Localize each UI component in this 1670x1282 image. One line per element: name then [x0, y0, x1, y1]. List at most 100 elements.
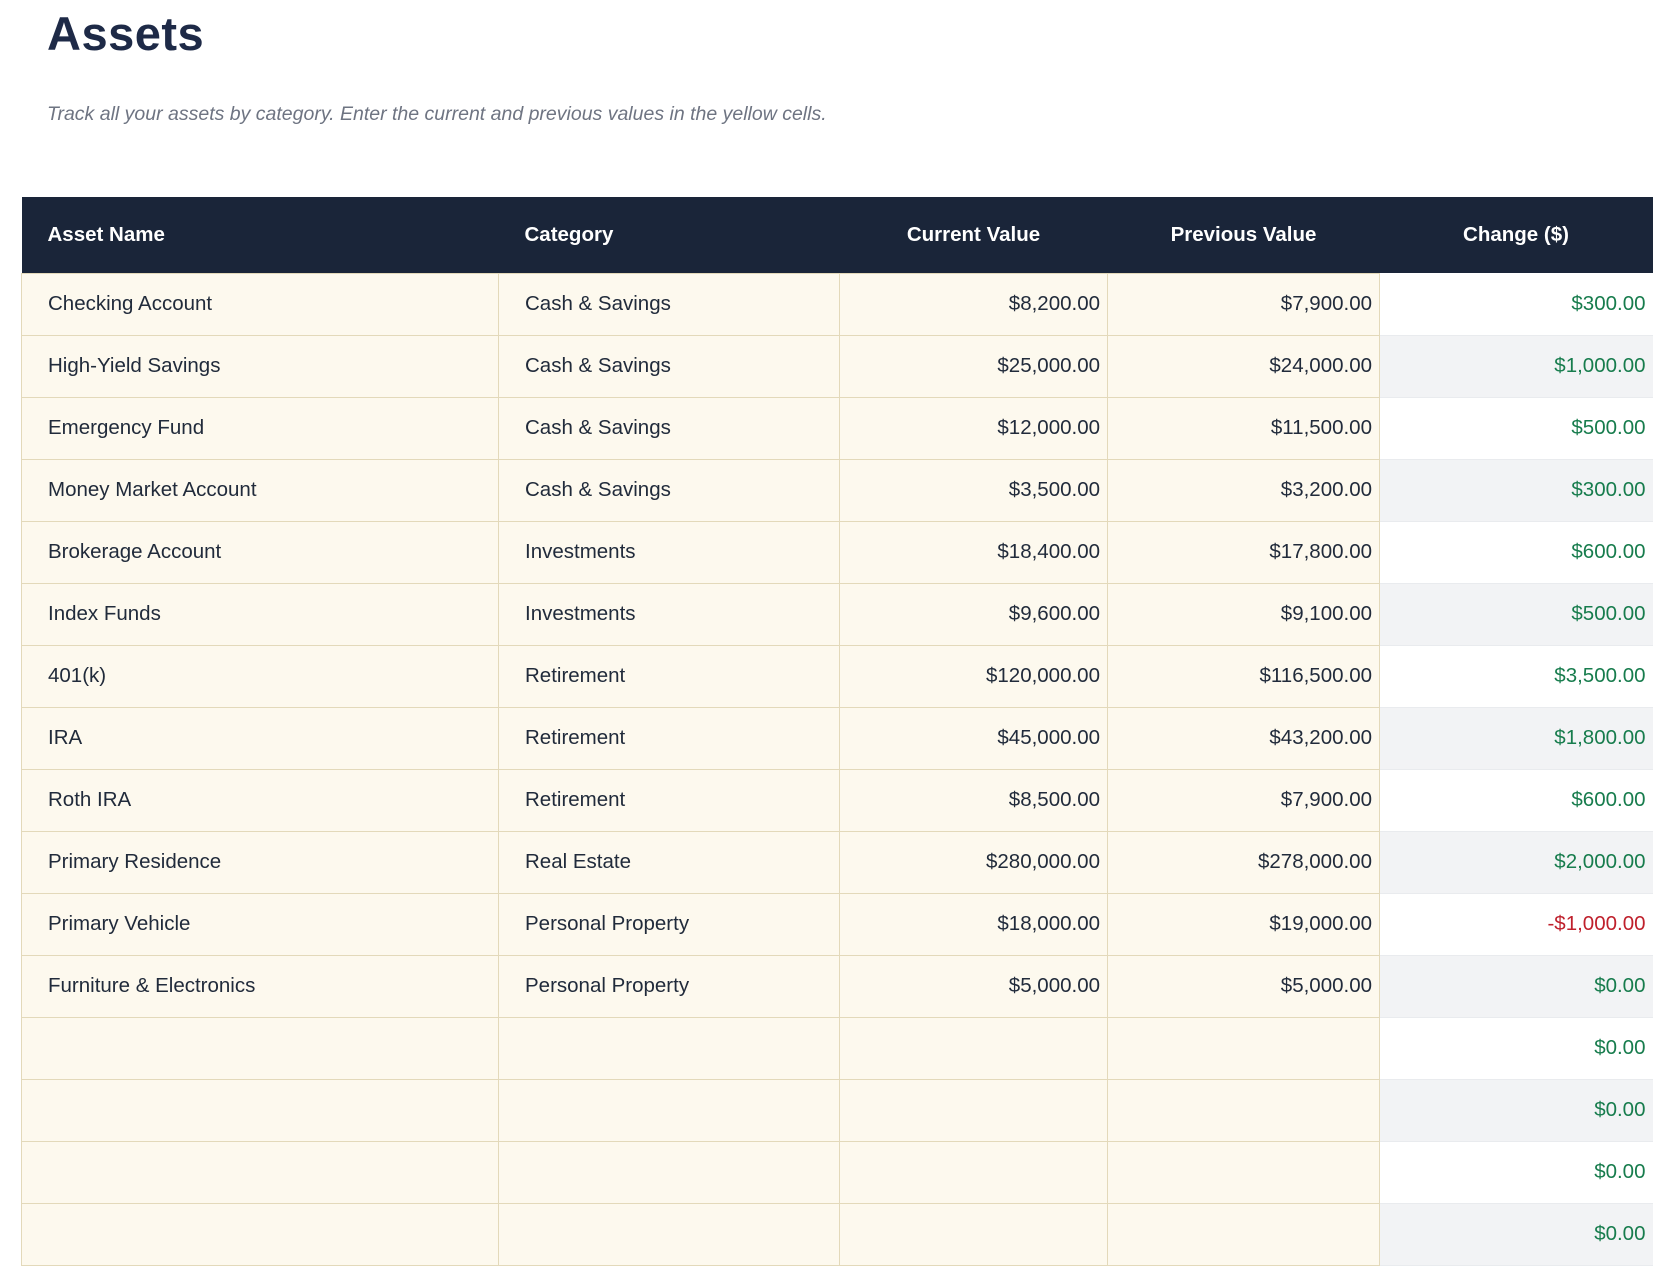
change-cell: -$1,000.00 [1379, 893, 1653, 956]
current-value-cell[interactable]: $9,600.00 [839, 582, 1108, 646]
category-cell[interactable]: Cash & Savings [498, 334, 840, 398]
column-header-previous-value: Previous Value [1107, 197, 1380, 273]
asset-name-cell[interactable]: Money Market Account [21, 458, 499, 522]
table-row: $0.00 [21, 1202, 1653, 1266]
asset-name-cell[interactable]: High-Yield Savings [21, 334, 499, 398]
change-cell: $300.00 [1379, 459, 1653, 522]
category-cell[interactable]: Cash & Savings [498, 272, 840, 336]
table-row: Primary Residence Real Estate $280,000.0… [21, 830, 1653, 894]
table-row: Emergency Fund Cash & Savings $12,000.00… [21, 396, 1653, 460]
assets-page: Assets Track all your assets by category… [0, 6, 1670, 1282]
current-value-cell[interactable]: $18,400.00 [839, 520, 1108, 584]
asset-name-cell[interactable] [21, 1202, 499, 1266]
previous-value-cell[interactable] [1107, 1078, 1380, 1142]
previous-value-cell[interactable]: $43,200.00 [1107, 706, 1380, 770]
category-cell[interactable]: Investments [498, 582, 840, 646]
table-row: Furniture & Electronics Personal Propert… [21, 954, 1653, 1018]
page-subtitle: Track all your assets by category. Enter… [47, 103, 827, 125]
current-value-cell[interactable] [839, 1202, 1108, 1266]
table-row: $0.00 [21, 1016, 1653, 1080]
table-row: 401(k) Retirement $120,000.00 $116,500.0… [21, 644, 1653, 708]
change-cell: $0.00 [1379, 1079, 1653, 1142]
change-cell: $1,800.00 [1379, 707, 1653, 770]
previous-value-cell[interactable] [1107, 1202, 1380, 1266]
current-value-cell[interactable]: $8,200.00 [839, 272, 1108, 336]
previous-value-cell[interactable]: $11,500.00 [1107, 396, 1380, 460]
current-value-cell[interactable]: $120,000.00 [839, 644, 1108, 708]
category-cell[interactable]: Personal Property [498, 892, 840, 956]
category-cell[interactable] [498, 1202, 840, 1266]
column-header-current-value: Current Value [839, 197, 1108, 273]
asset-name-cell[interactable]: Index Funds [21, 582, 499, 646]
previous-value-cell[interactable]: $7,900.00 [1107, 768, 1380, 832]
category-cell[interactable]: Cash & Savings [498, 458, 840, 522]
asset-name-cell[interactable] [21, 1016, 499, 1080]
asset-name-cell[interactable]: Roth IRA [21, 768, 499, 832]
category-cell[interactable]: Real Estate [498, 830, 840, 894]
asset-name-cell[interactable]: Furniture & Electronics [21, 954, 499, 1018]
category-cell[interactable]: Investments [498, 520, 840, 584]
asset-name-cell[interactable]: Emergency Fund [21, 396, 499, 460]
current-value-cell[interactable]: $3,500.00 [839, 458, 1108, 522]
current-value-cell[interactable] [839, 1078, 1108, 1142]
column-header-category: Category [498, 197, 840, 273]
page-title: Assets [47, 7, 205, 60]
asset-name-cell[interactable]: Brokerage Account [21, 520, 499, 584]
table-row: $0.00 [21, 1078, 1653, 1142]
previous-value-cell[interactable] [1107, 1140, 1380, 1204]
category-cell[interactable] [498, 1078, 840, 1142]
asset-name-cell[interactable]: Primary Residence [21, 830, 499, 894]
current-value-cell[interactable] [839, 1016, 1108, 1080]
column-header-change: Change ($) [1379, 197, 1653, 273]
table-row: Brokerage Account Investments $18,400.00… [21, 520, 1653, 584]
previous-value-cell[interactable]: $3,200.00 [1107, 458, 1380, 522]
category-cell[interactable]: Retirement [498, 706, 840, 770]
column-header-asset-name: Asset Name [21, 197, 499, 273]
table-row: IRA Retirement $45,000.00 $43,200.00 $1,… [21, 706, 1653, 770]
category-cell[interactable]: Retirement [498, 768, 840, 832]
asset-name-cell[interactable]: 401(k) [21, 644, 499, 708]
change-cell: $500.00 [1379, 583, 1653, 646]
table-row: $0.00 [21, 1140, 1653, 1204]
table-row: Roth IRA Retirement $8,500.00 $7,900.00 … [21, 768, 1653, 832]
previous-value-cell[interactable]: $9,100.00 [1107, 582, 1380, 646]
asset-name-cell[interactable]: Primary Vehicle [21, 892, 499, 956]
category-cell[interactable]: Personal Property [498, 954, 840, 1018]
category-cell[interactable]: Retirement [498, 644, 840, 708]
asset-name-cell[interactable] [21, 1078, 499, 1142]
previous-value-cell[interactable]: $116,500.00 [1107, 644, 1380, 708]
category-cell[interactable] [498, 1140, 840, 1204]
previous-value-cell[interactable]: $17,800.00 [1107, 520, 1380, 584]
previous-value-cell[interactable]: $278,000.00 [1107, 830, 1380, 894]
current-value-cell[interactable]: $8,500.00 [839, 768, 1108, 832]
change-cell: $500.00 [1379, 397, 1653, 460]
previous-value-cell[interactable]: $19,000.00 [1107, 892, 1380, 956]
category-cell[interactable] [498, 1016, 840, 1080]
current-value-cell[interactable]: $18,000.00 [839, 892, 1108, 956]
table-body: Checking Account Cash & Savings $8,200.0… [21, 272, 1653, 1266]
asset-name-cell[interactable]: Checking Account [21, 272, 499, 336]
table-row: Primary Vehicle Personal Property $18,00… [21, 892, 1653, 956]
asset-name-cell[interactable] [21, 1140, 499, 1204]
previous-value-cell[interactable] [1107, 1016, 1380, 1080]
current-value-cell[interactable]: $45,000.00 [839, 706, 1108, 770]
current-value-cell[interactable]: $25,000.00 [839, 334, 1108, 398]
previous-value-cell[interactable]: $5,000.00 [1107, 954, 1380, 1018]
table-row: High-Yield Savings Cash & Savings $25,00… [21, 334, 1653, 398]
change-cell: $0.00 [1379, 1203, 1653, 1266]
change-cell: $300.00 [1379, 273, 1653, 336]
change-cell: $0.00 [1379, 1141, 1653, 1204]
current-value-cell[interactable]: $5,000.00 [839, 954, 1108, 1018]
previous-value-cell[interactable]: $7,900.00 [1107, 272, 1380, 336]
change-cell: $2,000.00 [1379, 831, 1653, 894]
table-row: Index Funds Investments $9,600.00 $9,100… [21, 582, 1653, 646]
current-value-cell[interactable] [839, 1140, 1108, 1204]
current-value-cell[interactable]: $280,000.00 [839, 830, 1108, 894]
change-cell: $1,000.00 [1379, 335, 1653, 398]
current-value-cell[interactable]: $12,000.00 [839, 396, 1108, 460]
asset-name-cell[interactable]: IRA [21, 706, 499, 770]
previous-value-cell[interactable]: $24,000.00 [1107, 334, 1380, 398]
change-cell: $0.00 [1379, 1017, 1653, 1080]
category-cell[interactable]: Cash & Savings [498, 396, 840, 460]
change-cell: $0.00 [1379, 955, 1653, 1018]
